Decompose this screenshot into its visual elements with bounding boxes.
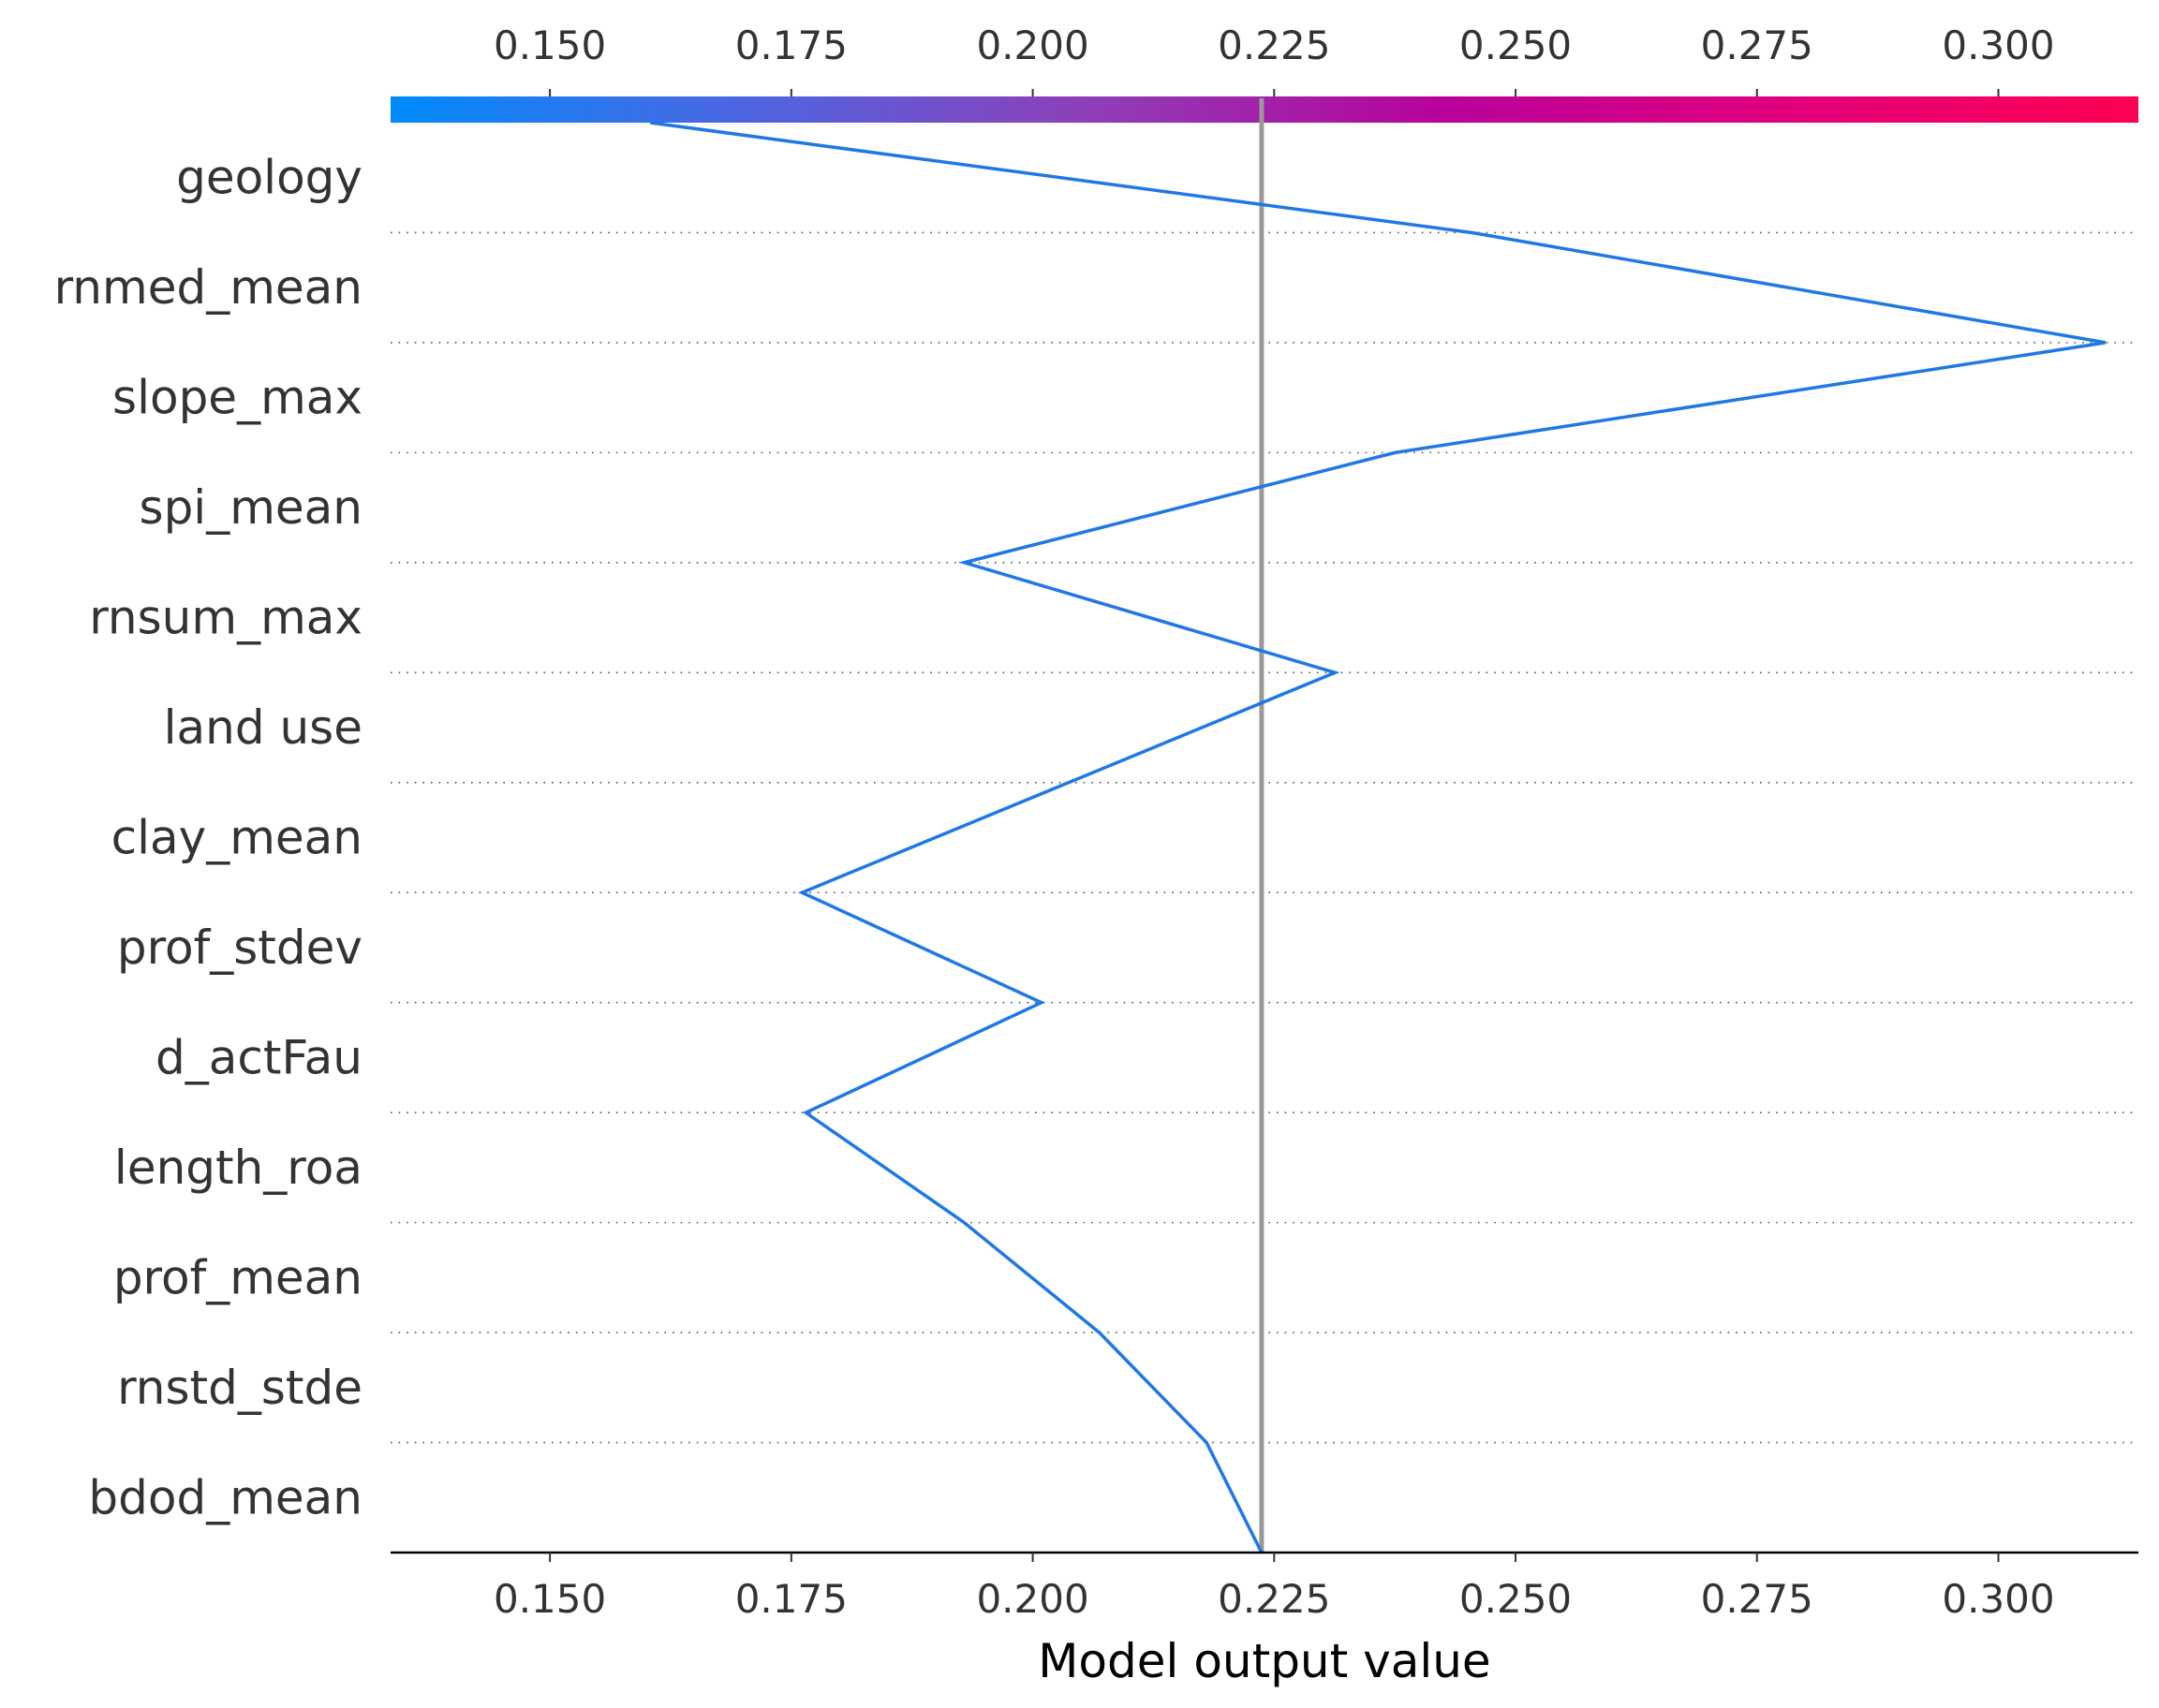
top-tick-label: 0.225: [1218, 22, 1330, 68]
feature-label: slope_max: [112, 371, 362, 425]
feature-label: geology: [176, 151, 362, 205]
feature-label: rnsum_max: [89, 591, 362, 645]
feature-label: length_roa: [114, 1141, 362, 1195]
bottom-tick-label: 0.250: [1459, 1576, 1572, 1622]
feature-label: bdod_mean: [88, 1470, 362, 1524]
feature-label: d_actFau: [155, 1030, 362, 1084]
feature-label: prof_mean: [113, 1250, 362, 1304]
bottom-axis: 0.150 0.175 0.200 0.225 0.250 0.275 0.300: [391, 1551, 2138, 1622]
color-bar-fill: [391, 96, 2138, 123]
feature-label: spi_mean: [140, 480, 362, 535]
top-tick-label: 0.250: [1459, 22, 1572, 68]
decision-path-line: [650, 121, 2107, 1553]
feature-label: prof_stdev: [117, 920, 362, 975]
feature-label: clay_mean: [111, 811, 362, 865]
top-tick-label: 0.200: [976, 22, 1088, 68]
feature-label: rnmed_mean: [54, 260, 362, 315]
bottom-tick-label: 0.300: [1942, 1576, 2054, 1622]
x-axis-title: Model output value: [1038, 1634, 1490, 1688]
feature-labels: geology rnmed_mean slope_max spi_mean rnsum_…: [54, 151, 362, 1525]
top-axis: 0.150 0.175 0.200 0.225 0.250 0.275 0.300: [494, 22, 2055, 96]
bottom-tick-label: 0.150: [494, 1576, 606, 1622]
top-tick-label: 0.300: [1942, 22, 2054, 68]
top-tick-label: 0.150: [494, 22, 606, 68]
top-tick-label: 0.175: [735, 22, 848, 68]
feature-label: land use: [164, 700, 362, 755]
top-tick-label: 0.275: [1701, 22, 1813, 68]
bottom-tick-label: 0.200: [976, 1576, 1088, 1622]
feature-label: rnstd_stde: [117, 1361, 362, 1415]
feature-grid-lines: [391, 231, 2138, 1444]
color-bar: [391, 96, 2138, 123]
decision-path: [650, 121, 2107, 1553]
bottom-tick-label: 0.175: [735, 1576, 848, 1622]
bottom-tick-label: 0.225: [1218, 1576, 1330, 1622]
bottom-tick-label: 0.275: [1701, 1576, 1813, 1622]
